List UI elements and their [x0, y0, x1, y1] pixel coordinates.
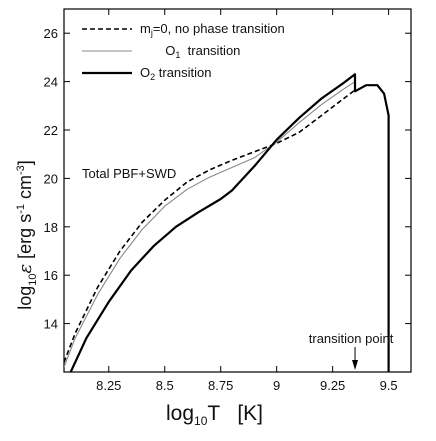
transition-point-annotation: transition point [309, 331, 394, 370]
y-axis-label: log10ε [erg s-1 cm-3] [15, 160, 39, 310]
x-tick-label: 9.25 [320, 378, 345, 393]
series-layer [64, 73, 390, 372]
plot-frame [63, 8, 412, 373]
y-tick-label: 16 [44, 268, 58, 283]
total-label: Total PBF+SWD [82, 166, 176, 181]
series-line-2 [69, 73, 390, 372]
x-tick-label: 8.5 [156, 378, 174, 393]
transition-point-arrow-head [352, 360, 359, 370]
y-tick-label: 14 [44, 317, 58, 332]
legend-label-no-transition: mj=0, no phase transition [140, 21, 285, 38]
y-tick-label: 26 [44, 26, 58, 41]
y-tick-label: 22 [44, 123, 58, 138]
legend-label-o2: O2 transition [140, 65, 212, 82]
legend-label-o1: O1 transition [140, 43, 258, 60]
y-tick-label: 24 [44, 75, 58, 90]
x-axis-label: log10T [K] [166, 402, 263, 428]
series-line-1 [64, 81, 356, 368]
x-tick-label: 8.75 [208, 378, 233, 393]
x-tick-label: 9 [273, 378, 280, 393]
ticks-layer: 8.25 8.5 8.75 9 9.25 9.5 14 16 18 20 22 24 26 [44, 9, 411, 393]
plot-area [63, 8, 412, 373]
y-tick-label: 20 [44, 171, 58, 186]
transition-point-label: transition point [309, 331, 394, 346]
legend: mj=0, no phase transition O1 transition … [82, 21, 285, 82]
series-line-0 [64, 89, 356, 363]
y-tick-label: 18 [44, 220, 58, 235]
x-tick-label: 8.25 [96, 378, 121, 393]
x-tick-label: 9.5 [380, 378, 398, 393]
